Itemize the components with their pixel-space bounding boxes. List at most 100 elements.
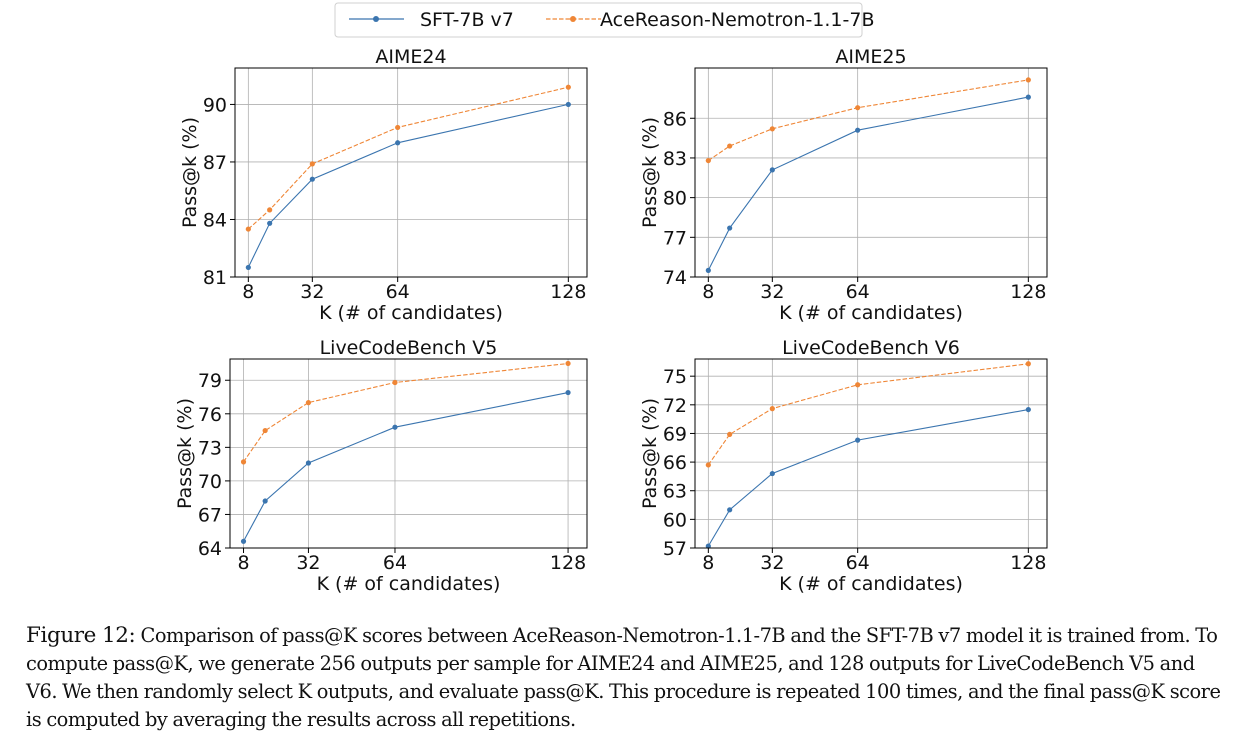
data-point-s2-1 [245, 226, 251, 232]
data-point-s1-2 [262, 498, 268, 504]
y-tick-label-0: 81 [203, 267, 227, 289]
series-line-1 [707, 409, 1029, 547]
y-tick-label-6: 75 [663, 366, 687, 388]
x-axis-label: K (# of candidates) [779, 573, 963, 595]
data-point-s2-4 [855, 382, 861, 388]
x-axis-label: K (# of candidates) [317, 573, 501, 595]
data-point-s1-5 [565, 389, 571, 396]
data-point-s1-2 [727, 507, 733, 513]
figure-caption: Figure 12: Comparison of pass@K scores b… [26, 622, 1222, 734]
y-axis-label: Pass@k (%) [174, 398, 196, 509]
data-point-s2-4 [395, 124, 401, 131]
x-axis-label: K (# of candidates) [779, 302, 963, 324]
y-tick-label-5: 79 [198, 370, 222, 392]
plot-frame [694, 358, 1048, 549]
plot-frame [234, 67, 588, 278]
x-tick-label-0: 8 [702, 552, 714, 574]
y-tick-label-4: 86 [663, 108, 687, 130]
x-tick-label-2: 64 [383, 552, 407, 574]
data-point-s2-3 [769, 126, 775, 132]
series-line-2 [707, 363, 1029, 466]
data-point-s1-1 [245, 264, 251, 271]
x-tick-label-3: 128 [550, 552, 586, 574]
data-point-s1-2 [267, 220, 273, 226]
caption-text: Comparison of pass@K scores between AceR… [26, 624, 1221, 731]
y-tick-label-0: 57 [663, 538, 687, 560]
data-point-s1-2 [727, 225, 733, 231]
data-point-s1-4 [855, 437, 861, 443]
y-tick-label-3: 83 [663, 148, 687, 170]
data-point-s1-4 [395, 140, 401, 146]
y-tick-label-1: 77 [663, 227, 687, 249]
chart-panel-1: 81 84 87 90 8 32 64 128 AIME24 K (# of candidates… [179, 46, 588, 324]
x-tick-label-1: 32 [760, 281, 784, 303]
y-tick-label-3: 66 [663, 452, 687, 474]
data-point-s2-3 [305, 400, 312, 406]
chart-panel-2: 74 77 80 83 86 8 32 64 128 AIME25 K (# of candidat… [639, 46, 1048, 324]
data-point-s1-3 [309, 176, 315, 182]
data-point-s1-1 [240, 538, 247, 544]
x-tick-label-1: 32 [300, 281, 324, 303]
data-point-s2-5 [565, 84, 571, 90]
data-point-s2-5 [1025, 77, 1031, 83]
data-point-s1-5 [1025, 94, 1031, 100]
data-point-s2-1 [705, 462, 711, 468]
y-tick-label-0: 74 [663, 267, 687, 289]
series-line-2 [243, 362, 569, 463]
x-tick-label-3: 128 [1010, 552, 1046, 574]
y-tick-label-0: 64 [198, 538, 222, 560]
x-tick-label-3: 128 [1010, 281, 1046, 303]
data-point-s1-4 [855, 127, 861, 133]
x-tick-label-0: 8 [237, 552, 249, 574]
data-point-s2-5 [565, 360, 571, 367]
data-point-s1-4 [392, 424, 398, 430]
data-point-s2-2 [267, 207, 273, 213]
series-line-2 [247, 86, 569, 230]
data-point-s1-3 [769, 470, 775, 477]
data-point-s2-1 [705, 157, 711, 164]
y-tick-label-2: 70 [198, 471, 222, 493]
series-line-1 [247, 103, 569, 268]
y-tick-label-2: 63 [663, 481, 687, 503]
caption-label: Figure 12: [26, 623, 136, 648]
series-line-1 [707, 96, 1029, 271]
data-point-s2-3 [309, 161, 315, 167]
x-tick-label-2: 64 [386, 281, 410, 303]
data-point-s2-1 [240, 459, 247, 465]
data-point-s1-3 [769, 167, 775, 173]
chart-title: LiveCodeBench V6 [782, 337, 960, 359]
x-tick-label-1: 32 [296, 552, 320, 574]
y-tick-label-3: 90 [203, 94, 227, 116]
data-point-s2-2 [727, 143, 733, 149]
legend-marker-1 [570, 16, 576, 22]
y-tick-label-1: 67 [198, 504, 222, 526]
data-point-s2-5 [1025, 361, 1031, 367]
chart-title: AIME25 [835, 46, 906, 68]
legend-label-1: AceReason-Nemotron-1.1-7B [600, 9, 875, 31]
data-point-s2-4 [392, 379, 398, 386]
data-point-s2-3 [769, 406, 775, 412]
data-point-s2-2 [727, 431, 733, 438]
data-point-s1-1 [705, 543, 711, 549]
legend-marker-0 [373, 16, 379, 22]
x-tick-label-1: 32 [760, 552, 784, 574]
y-tick-label-4: 69 [663, 423, 687, 445]
y-tick-label-2: 80 [663, 188, 687, 210]
data-point-s2-2 [262, 427, 268, 434]
y-axis-label: Pass@k (%) [179, 117, 201, 228]
y-tick-label-1: 84 [203, 209, 227, 231]
x-tick-label-0: 8 [702, 281, 714, 303]
data-point-s1-3 [305, 460, 312, 466]
chart-panel-4: 57 60 63 66 69 72 75 8 32 64 128 LiveCodeBench V6 K … [639, 337, 1048, 595]
legend-frame [334, 2, 863, 38]
plot-frame [229, 358, 588, 549]
chart-title: LiveCodeBench V5 [320, 337, 498, 359]
x-axis-label: K (# of candidates) [319, 302, 503, 324]
chart-title: AIME24 [375, 46, 446, 68]
y-tick-label-5: 72 [663, 395, 687, 417]
y-tick-label-4: 76 [198, 404, 222, 426]
y-tick-label-1: 60 [663, 509, 687, 531]
legend-label-0: SFT-7B v7 [420, 9, 514, 31]
plot-frame [694, 67, 1048, 278]
